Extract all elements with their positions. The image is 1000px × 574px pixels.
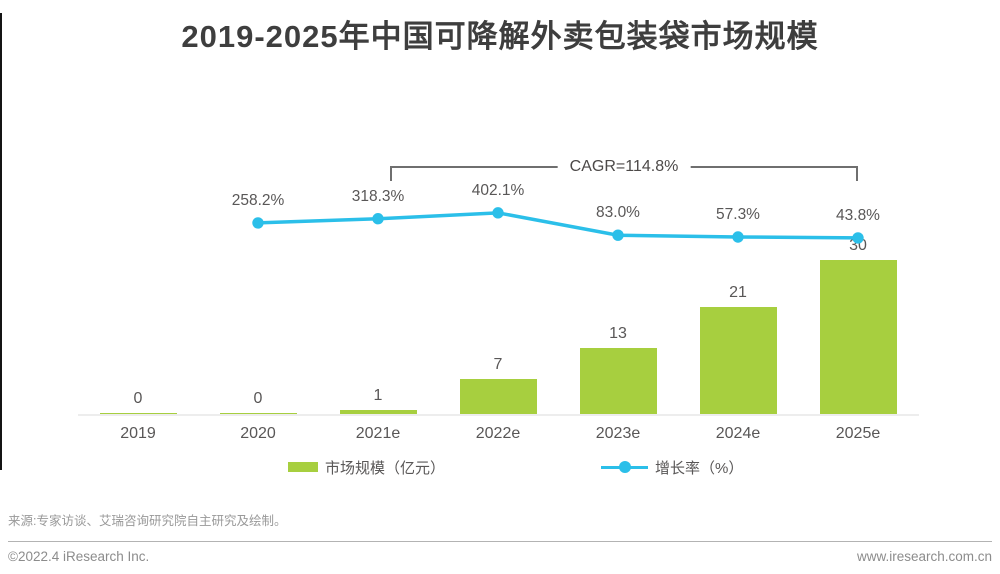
growth-point xyxy=(732,231,744,243)
x-axis-label: 2019 xyxy=(120,425,156,442)
bar-value-label: 0 xyxy=(253,389,263,407)
source-note: 来源:专家访谈、艾瑞咨询研究院自主研究及绘制。 xyxy=(8,514,287,528)
footer-copyright: ©2022.4 iResearch Inc. xyxy=(8,549,150,564)
legend-item-market-size: 市场规模（亿元） xyxy=(288,459,446,477)
growth-point xyxy=(252,217,264,229)
bar-swatch-icon xyxy=(288,462,318,472)
x-axis-label: 2024e xyxy=(715,425,761,442)
bar-value-label: 13 xyxy=(609,324,627,342)
legend-item-growth-rate: 增长率（%） xyxy=(601,459,744,477)
x-axis-label: 2022e xyxy=(475,425,521,442)
cagr-annotation: CAGR=114.8% xyxy=(557,158,691,176)
growth-point-label: 43.8% xyxy=(836,206,880,224)
bar-value-label: 0 xyxy=(133,389,143,407)
growth-point-label: 318.3% xyxy=(351,187,405,205)
x-axis-label: 2021e xyxy=(355,425,401,442)
bar-value-label: 7 xyxy=(493,355,503,373)
growth-point xyxy=(492,207,504,219)
cagr-bracket-left-tick xyxy=(390,166,392,181)
growth-point xyxy=(612,229,624,241)
growth-point-label: 258.2% xyxy=(231,191,285,209)
bar xyxy=(579,347,657,415)
chart-title: 2019-2025年中国可降解外卖包装袋市场规模 xyxy=(181,19,819,54)
growth-point xyxy=(372,213,384,225)
x-axis-label: 2020 xyxy=(240,425,276,442)
growth-point-label: 83.0% xyxy=(596,204,640,222)
growth-point-label: 57.3% xyxy=(716,205,760,223)
legend-label-growth-rate: 增长率（%） xyxy=(655,459,744,477)
footer-website-link[interactable]: www.iresearch.com.cn xyxy=(856,549,992,564)
left-edge-line xyxy=(0,13,2,470)
footer-divider xyxy=(8,541,992,542)
line-swatch-icon xyxy=(601,461,648,473)
bar xyxy=(819,260,897,415)
x-axis-label: 2023e xyxy=(595,425,641,442)
growth-line xyxy=(257,211,859,240)
growth-point xyxy=(852,232,864,244)
bar-value-label: 30 xyxy=(849,237,867,254)
x-axis-line xyxy=(78,414,919,416)
bar xyxy=(699,306,777,415)
bar-value-label: 21 xyxy=(729,283,747,301)
legend-label-market-size: 市场规模（亿元） xyxy=(325,459,446,477)
bar-value-label: 1 xyxy=(373,386,383,404)
x-axis-label: 2025e xyxy=(835,425,881,442)
bar xyxy=(459,378,537,415)
cagr-bracket-right-tick xyxy=(856,166,858,181)
growth-point-label: 402.1% xyxy=(471,181,525,199)
